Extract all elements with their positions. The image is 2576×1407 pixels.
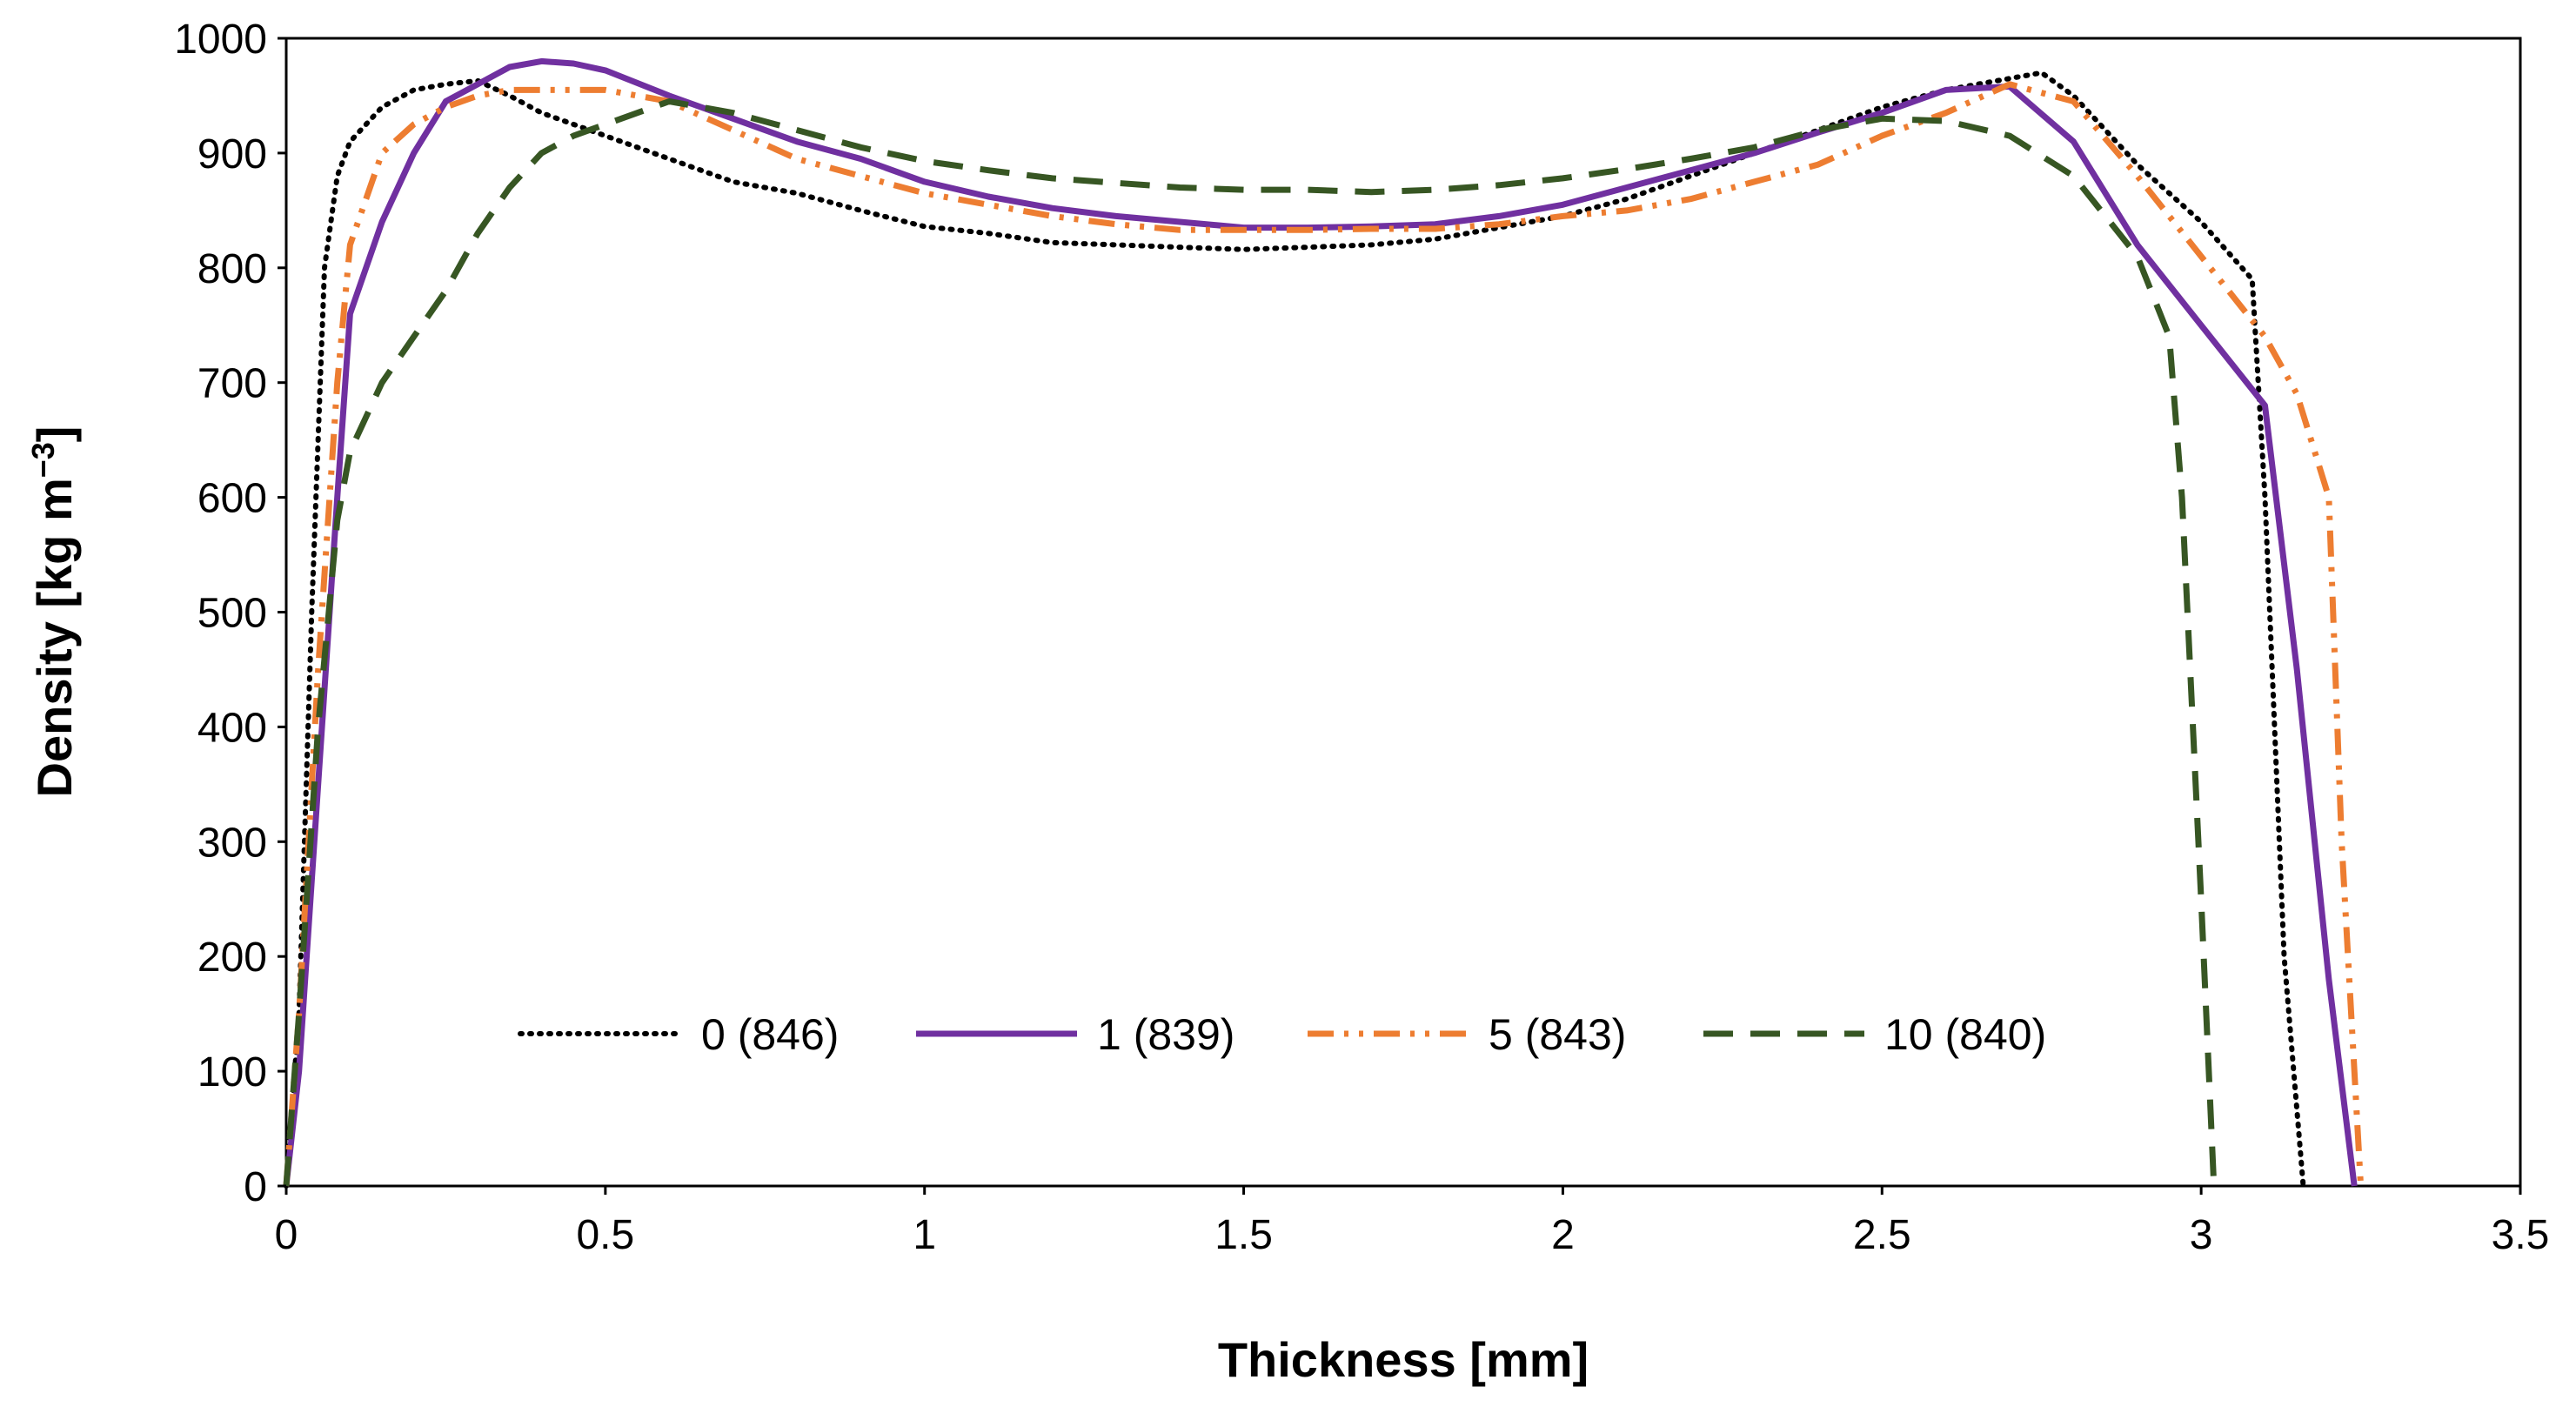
y-tick-label: 900 (197, 131, 267, 178)
series-line-2 (283, 81, 2365, 1187)
y-tick-label: 1000 (174, 17, 267, 63)
legend-label-3: 10 (840) (1884, 1010, 2046, 1059)
y-axis-title-main: Density [kg m (27, 478, 82, 797)
y-axis-ticks: 0 100 200 300 400 500 600 700 800 900 1000 (174, 17, 286, 1210)
y-tick-label: 400 (197, 705, 267, 751)
x-tick-label: 1 (913, 1212, 936, 1258)
x-tick-label: 1.5 (1214, 1212, 1273, 1258)
legend-label-1: 1 (839) (1097, 1010, 1234, 1059)
y-tick-label: 800 (197, 246, 267, 292)
y-tick-label: 100 (197, 1049, 267, 1095)
legend-label-0: 0 (846) (701, 1010, 839, 1059)
y-tick-label: 300 (197, 820, 267, 866)
x-axis-ticks: 0 0.5 1 1.5 2 2.5 3 3.5 (275, 1186, 2550, 1258)
y-tick-label: 500 (197, 591, 267, 637)
x-tick-label: 3.5 (2492, 1212, 2550, 1258)
series-line-3 (283, 98, 2218, 1187)
x-tick-label: 0 (275, 1212, 298, 1258)
legend: 0 (846) 1 (839) 5 (843) 10 (840) (518, 1010, 2046, 1059)
y-tick-label: 700 (197, 361, 267, 407)
plot-area (284, 37, 2522, 1188)
y-axis-title-close: ] (27, 426, 82, 443)
y-axis-title-superscript: −3 (25, 442, 61, 478)
series-line-0 (284, 70, 2306, 1189)
x-tick-label: 2 (1551, 1212, 1575, 1258)
series-layer (283, 57, 2365, 1189)
x-tick-label: 3 (2190, 1212, 2213, 1258)
x-axis-title: Thickness [mm] (1218, 1332, 1589, 1387)
y-tick-label: 200 (197, 935, 267, 981)
legend-label-2: 5 (843) (1489, 1010, 1626, 1059)
y-tick-label: 600 (197, 476, 267, 522)
y-axis-title: Density [kg m−3] (25, 426, 82, 798)
y-tick-label: 0 (244, 1164, 267, 1210)
x-tick-label: 2.5 (1853, 1212, 1911, 1258)
x-tick-label: 0.5 (576, 1212, 634, 1258)
